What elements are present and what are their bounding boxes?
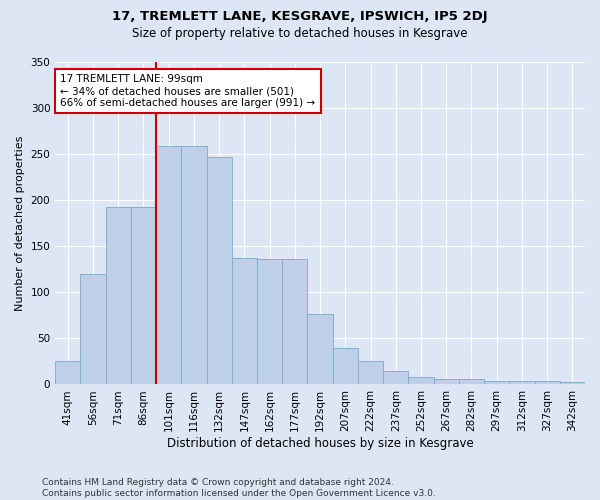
Bar <box>409 377 434 384</box>
Bar <box>232 258 257 384</box>
Bar <box>560 382 585 384</box>
Bar <box>257 259 282 384</box>
Bar <box>156 146 181 384</box>
Text: 17 TREMLETT LANE: 99sqm
← 34% of detached houses are smaller (501)
66% of semi-d: 17 TREMLETT LANE: 99sqm ← 34% of detache… <box>61 74 316 108</box>
Text: Contains HM Land Registry data © Crown copyright and database right 2024.
Contai: Contains HM Land Registry data © Crown c… <box>42 478 436 498</box>
Y-axis label: Number of detached properties: Number of detached properties <box>15 136 25 310</box>
Bar <box>181 146 206 384</box>
Bar <box>332 348 358 384</box>
Bar <box>55 362 80 384</box>
Bar <box>434 379 459 384</box>
Bar <box>282 259 307 384</box>
Bar <box>484 381 509 384</box>
Bar <box>307 314 332 384</box>
Bar <box>206 158 232 384</box>
Bar <box>358 362 383 384</box>
Bar <box>535 381 560 384</box>
Text: Size of property relative to detached houses in Kesgrave: Size of property relative to detached ho… <box>132 28 468 40</box>
Bar <box>459 379 484 384</box>
Bar <box>106 208 131 384</box>
Bar <box>131 208 156 384</box>
Text: 17, TREMLETT LANE, KESGRAVE, IPSWICH, IP5 2DJ: 17, TREMLETT LANE, KESGRAVE, IPSWICH, IP… <box>112 10 488 23</box>
X-axis label: Distribution of detached houses by size in Kesgrave: Distribution of detached houses by size … <box>167 437 473 450</box>
Bar <box>383 370 409 384</box>
Bar <box>509 381 535 384</box>
Bar <box>80 274 106 384</box>
